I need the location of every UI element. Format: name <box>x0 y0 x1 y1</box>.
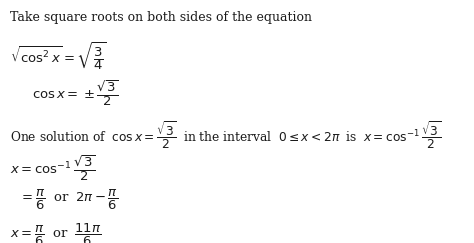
Text: $x = \cos^{-1}\dfrac{\sqrt{3}}{2}$: $x = \cos^{-1}\dfrac{\sqrt{3}}{2}$ <box>10 153 96 183</box>
Text: $= \dfrac{\pi}{6}\;$ or $\;2\pi - \dfrac{\pi}{6}$: $= \dfrac{\pi}{6}\;$ or $\;2\pi - \dfrac… <box>19 188 118 212</box>
Text: $\cos x = \pm\dfrac{\sqrt{3}}{2}$: $\cos x = \pm\dfrac{\sqrt{3}}{2}$ <box>32 78 119 108</box>
Text: Take square roots on both sides of the equation: Take square roots on both sides of the e… <box>10 11 312 24</box>
Text: $x = \dfrac{\pi}{6}\;$ or $\;\dfrac{11\pi}{6}$: $x = \dfrac{\pi}{6}\;$ or $\;\dfrac{11\p… <box>10 222 102 243</box>
Text: $\sqrt{\cos^2 x} = \sqrt{\dfrac{3}{4}}$: $\sqrt{\cos^2 x} = \sqrt{\dfrac{3}{4}}$ <box>10 41 107 73</box>
Text: One solution of $\;\cos x = \dfrac{\sqrt{3}}{2}\;$ in the interval $\;0 \leq x <: One solution of $\;\cos x = \dfrac{\sqrt… <box>10 119 441 151</box>
